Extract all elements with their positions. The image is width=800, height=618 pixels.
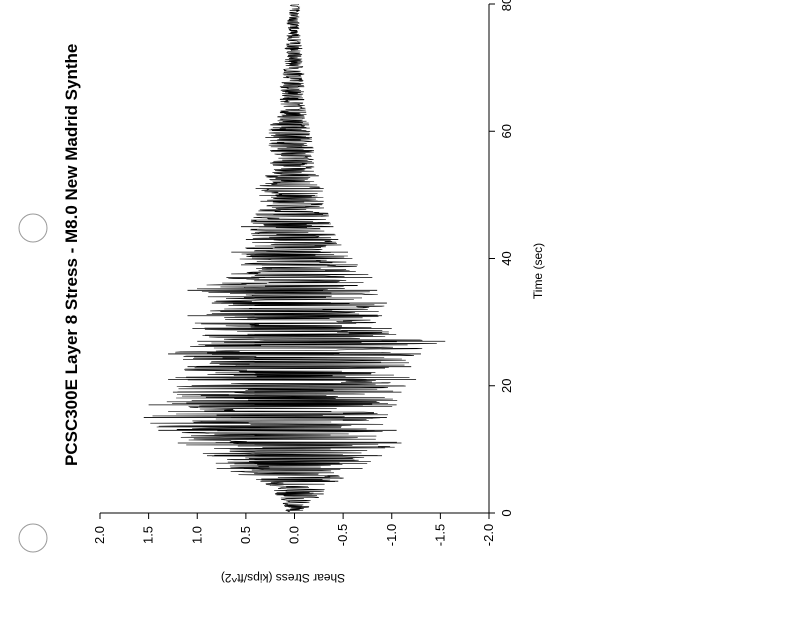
x-axis-title: Time (sec) bbox=[531, 243, 545, 299]
y-axis-title: Shear Stress (kips/ft^2) bbox=[221, 571, 345, 585]
stress-tick-label: 1.5 bbox=[141, 526, 156, 544]
time-tick-label: 40 bbox=[499, 251, 514, 265]
time-tick-label: 20 bbox=[499, 379, 514, 393]
stress-tick-label: 0.5 bbox=[238, 526, 253, 544]
time-tick-label: 0 bbox=[499, 509, 514, 516]
chart-title: PCSC300E Layer 8 Stress - M8.0 New Madri… bbox=[62, 44, 81, 466]
stress-tick-label: 0.0 bbox=[287, 526, 302, 544]
binder-hole-lower bbox=[18, 523, 48, 553]
binder-hole-upper bbox=[18, 213, 48, 243]
stress-tick-label: 1.0 bbox=[189, 526, 204, 544]
stress-series-0-line bbox=[150, 4, 437, 512]
plot-area: 0 20 40 60 80 2.0 1.5 1.0 0.5 0.0 -0.5 -1.0 -1.5 -2.0 bbox=[92, 0, 514, 546]
time-tick-label: 60 bbox=[499, 124, 514, 138]
stress-trace bbox=[143, 4, 446, 512]
stress-tick-label: -0.5 bbox=[335, 524, 350, 546]
time-tick-label: 80 bbox=[499, 0, 514, 11]
stress-tick-label: 2.0 bbox=[92, 526, 107, 544]
stress-tick-label: -2.0 bbox=[481, 524, 496, 546]
stress-tick-label: -1.5 bbox=[432, 524, 447, 546]
stress-tick-label: -1.0 bbox=[384, 524, 399, 546]
axis-ticks: 0 20 40 60 80 2.0 1.5 1.0 0.5 0.0 -0.5 -1.0 -1.5 -2.0 bbox=[92, 0, 514, 546]
